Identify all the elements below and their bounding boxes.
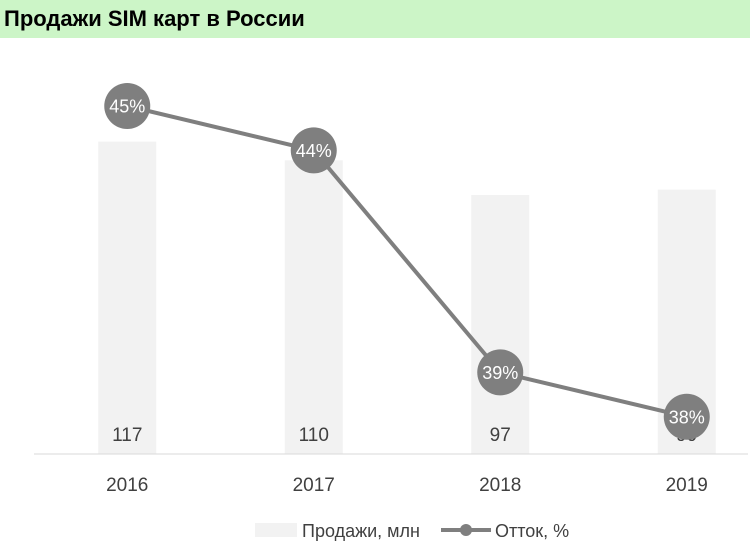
line-value-label: 38% [669, 407, 705, 427]
line-value-label: 45% [109, 97, 145, 117]
bar-value-label: 117 [112, 425, 142, 446]
line-value-label: 44% [296, 141, 332, 161]
line-marker-2019 [663, 393, 710, 440]
x-tick-label: 2019 [666, 475, 708, 496]
line-marker-2018 [477, 349, 524, 396]
bar-2016 [98, 141, 157, 455]
legend-marker-swatch [460, 524, 472, 536]
line-series-otток [126, 104, 688, 419]
x-tick-label: 2016 [106, 475, 148, 496]
bar-2017 [284, 160, 343, 455]
legend-label-line: Отток, % [495, 521, 569, 541]
title-bar: Продажи SIM карт в России [0, 0, 750, 38]
line-marker-2017 [290, 127, 337, 174]
legend-label-bars: Продажи, млн [302, 521, 420, 541]
line-marker-2016 [104, 83, 151, 129]
x-tick-label: 2017 [293, 475, 335, 496]
legend-swatch-bars [255, 523, 297, 537]
bar-value-label: 110 [299, 425, 329, 446]
bar-value-label: 97 [490, 425, 511, 446]
x-tick-label: 2018 [479, 475, 521, 496]
line-value-label: 39% [482, 363, 518, 383]
bar-2018 [471, 195, 530, 454]
chart-title: Продажи SIM карт в России [4, 6, 305, 31]
